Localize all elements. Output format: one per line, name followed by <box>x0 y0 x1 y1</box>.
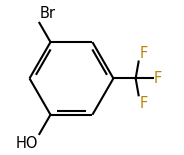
Text: F: F <box>154 71 162 86</box>
Text: HO: HO <box>15 136 38 151</box>
Text: F: F <box>139 96 148 111</box>
Text: Br: Br <box>39 6 55 21</box>
Text: F: F <box>139 46 148 61</box>
